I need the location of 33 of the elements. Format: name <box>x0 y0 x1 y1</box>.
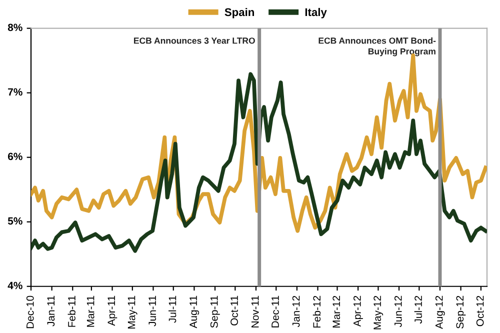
x-tick-label: May-11 <box>128 296 138 329</box>
x-tick-label: May-12 <box>374 296 384 330</box>
x-tick-label: Jan-12 <box>292 296 300 328</box>
x-tick-label: Jul-11 <box>168 296 176 323</box>
x-tick-label: Jun-11 <box>148 296 156 326</box>
x-tick-label: Apr-12 <box>353 296 363 327</box>
x-tick-label: Sep-11 <box>210 296 220 328</box>
x-tick-label: Jan-11 <box>47 296 55 326</box>
x-tick-label: Aug-12 <box>435 296 445 329</box>
y-tick-label: 5% <box>8 217 22 225</box>
x-tick-label: Oct-12 <box>476 296 484 326</box>
legend-label: Italy <box>305 8 327 18</box>
x-tick-label: Mar-11 <box>86 296 94 327</box>
x-tick-label: Nov-11 <box>252 296 259 328</box>
x-tick-label: Dec-10 <box>26 296 34 328</box>
y-tick-label: 8% <box>8 24 22 32</box>
x-tick-label: Jul-12 <box>414 296 422 324</box>
x-tick-label: Feb-11 <box>68 296 76 327</box>
y-tick-label: 6% <box>8 152 22 160</box>
ref-line-label: ECB Announces 3 Year LTRO <box>134 38 255 44</box>
x-tick-label: Jun-12 <box>394 296 402 328</box>
x-tick-label: Sep-12 <box>456 296 466 329</box>
y-tick-label: 7% <box>8 88 22 96</box>
line-series <box>31 72 487 253</box>
legend-label: Spain <box>224 8 254 18</box>
x-tick-label: Apr-11 <box>108 296 118 326</box>
x-tick-label: Oct-11 <box>230 296 238 326</box>
x-tick-label: Feb-12 <box>312 296 321 328</box>
y-tick-label: 4% <box>8 282 22 290</box>
ref-line-label: ECB Announces OMT Bond- Buying Program <box>318 37 436 56</box>
x-tick-label: Mar-12 <box>332 296 340 328</box>
x-tick-label: Aug-11 <box>190 296 200 328</box>
x-tick-label: Dec-11 <box>272 296 279 328</box>
